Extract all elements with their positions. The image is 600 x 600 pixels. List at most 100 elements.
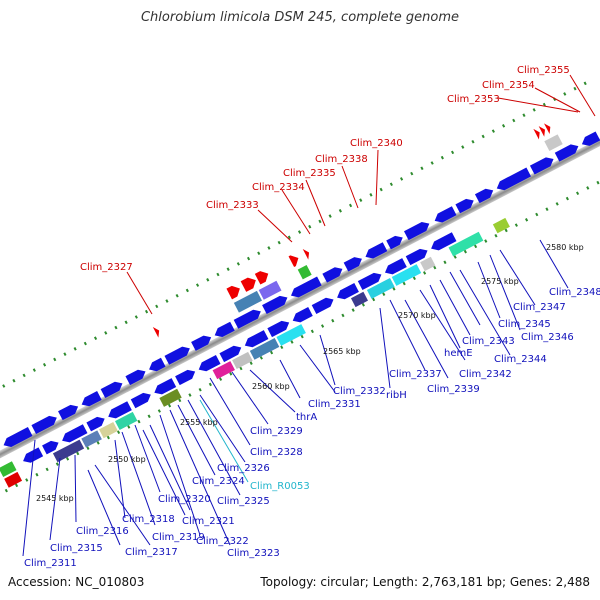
gene-label: Clim_2333 [206,200,259,211]
gene-label: Clim_2344 [494,354,547,365]
gene-label: Clim_2340 [350,138,403,149]
tick-mark [45,467,49,472]
gene-arrow [58,404,79,421]
tick-mark [185,288,189,293]
gene-label: Clim_2329 [250,426,303,437]
gene-arrow [219,345,242,363]
function-block [115,411,138,430]
tick-mark [341,313,345,318]
tick-mark [165,299,169,303]
tick-mark [453,255,457,259]
top-gene-labels: Clim_2327 Clim_2333 Clim_2334 Clim_2335 … [80,65,570,273]
gene-label: Clim_R0053 [250,481,310,492]
tick-mark [280,345,284,350]
gene-arrow [31,415,57,435]
tick-mark [76,451,80,456]
gene-arrow [474,188,494,204]
tick-mark [167,403,172,408]
tick-mark [229,372,233,376]
gene-arrow [337,283,359,300]
tick-mark [239,366,243,371]
function-block [258,280,282,300]
gene-arrow [164,346,190,365]
scale-label: 2545 kbp [36,494,74,503]
scale-label: 2560 kbp [252,382,290,391]
rna-leader-line [199,399,249,483]
function-block [81,430,102,448]
function-block [249,337,280,360]
feature-track [0,123,600,488]
tick-mark [300,334,304,339]
gene-arrow [290,276,322,298]
function-block [232,351,253,370]
tick-mark [137,419,141,424]
function-block [212,361,235,380]
tick-mark [106,435,110,440]
tick-mark [328,214,332,218]
tick-mark [583,81,587,86]
tick-mark [55,462,59,466]
tick-mark [484,239,488,243]
tick-mark [399,177,404,181]
tick-mark [481,134,485,139]
gene-label: Clim_2346 [521,332,574,343]
gene-label: Clim_2323 [227,548,280,559]
blast-hit [538,126,546,137]
blast-hit [544,123,551,135]
tick-mark [257,251,261,256]
gene-arrow [496,167,532,191]
tick-mark [338,208,342,213]
gene-arrow [108,401,132,419]
gene-label: thrA [296,412,317,423]
blast-hit [240,277,256,292]
gene-arrow [130,392,151,409]
gene-label: Clim_2327 [80,262,133,273]
blast-hit [226,285,240,300]
gene-label: Clim_2354 [482,80,535,91]
scale-label: 2570 kbp [398,311,436,320]
gene-arrow [386,235,403,250]
tick-mark [114,325,118,330]
gene-label: Clim_2320 [158,494,211,505]
tick-mark [277,240,281,245]
tick-mark [382,292,386,296]
function-block [366,277,395,299]
tick-mark [63,352,67,356]
bottom-gene-labels: Clim_2311 Clim_2315 Clim_2316 Clim_2317 … [24,287,600,569]
gene-arrow [125,369,146,386]
tick-mark [504,228,508,233]
tick-mark [226,267,230,271]
tick-mark [545,207,549,211]
function-block [544,134,563,152]
gene-arrow [455,198,474,214]
tick-mark [501,124,506,128]
function-block [492,217,510,234]
gene-label: ribH [386,390,407,401]
tick-mark [433,265,437,270]
gene-label: Clim_2343 [462,336,515,347]
function-block [233,290,262,313]
gene-label: Clim_2355 [517,65,570,76]
tick-mark [392,287,396,291]
tick-mark [371,297,376,302]
tick-mark [512,118,516,123]
gene-label: Clim_2345 [498,319,551,330]
accession-text: Accession: NC_010803 [8,575,145,589]
tick-mark [144,309,149,314]
bottom-leader-lines [22,239,569,557]
tick-mark [369,193,373,197]
gene-label: Clim_2316 [76,526,129,537]
tick-mark [318,219,322,224]
gene-arrow [384,258,407,275]
gene-arrow [154,378,177,395]
gene-label: Clim_2324 [192,476,245,487]
tick-mark [348,203,353,208]
gene-label: Clim_2319 [152,532,205,543]
gene-label: Clim_2335 [283,168,336,179]
tick-mark [269,350,274,355]
tick-mark [461,145,465,149]
tick-mark [195,283,200,287]
tick-mark [127,425,131,429]
tick-mark [389,182,393,187]
tick-mark [494,233,498,238]
